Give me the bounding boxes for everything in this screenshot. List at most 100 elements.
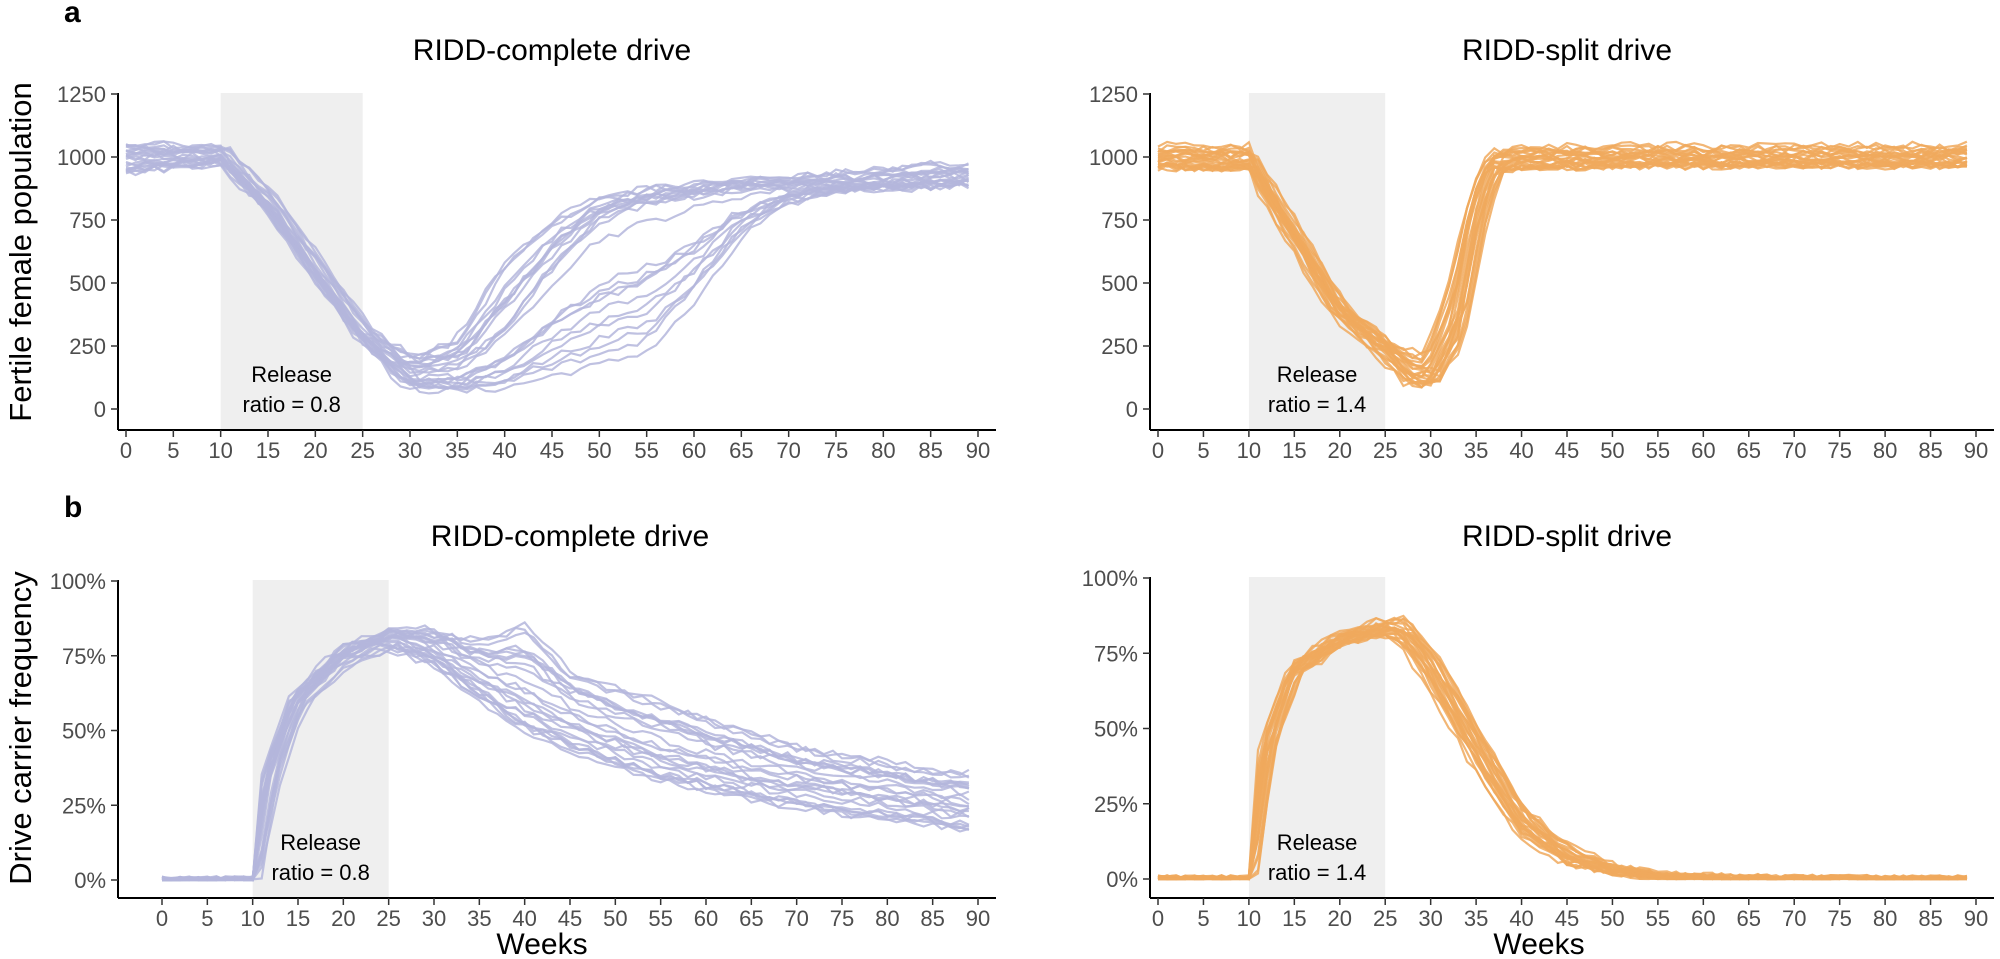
release-annotation-line2: ratio = 1.4	[1268, 860, 1366, 885]
x-tick-label: 30	[422, 906, 446, 931]
y-tick-label: 750	[1101, 208, 1138, 233]
y-tick-label: 0%	[74, 868, 106, 893]
x-tick-label: 40	[512, 906, 536, 931]
release-window-shade	[220, 93, 363, 430]
x-tick-label: 45	[540, 438, 564, 463]
y-tick-label: 500	[1101, 271, 1138, 296]
y-tick-label: 1250	[57, 82, 106, 107]
x-tick-label: 65	[1737, 438, 1761, 463]
x-tick-label: 35	[1464, 906, 1488, 931]
x-tick-label: 0	[120, 438, 132, 463]
x-axis-label-right: Weeks	[1493, 928, 1584, 959]
y-tick-label: 75%	[62, 644, 106, 669]
x-axis-label-left: Weeks	[496, 928, 587, 959]
x-tick-label: 10	[208, 438, 232, 463]
y-tick-label: 50%	[62, 719, 106, 744]
x-tick-label: 20	[1328, 906, 1352, 931]
series-line	[1157, 143, 1968, 360]
series-line	[125, 140, 969, 356]
x-tick-label: 50	[1600, 438, 1624, 463]
x-tick-label: 35	[467, 906, 491, 931]
release-annotation-line1: Release	[1277, 830, 1358, 855]
panel-letter-b: b	[64, 491, 82, 524]
x-tick-label: 90	[1964, 438, 1988, 463]
chart-b-complete: RIDD-complete drive 0% 25% 50% 75% 100% 0 5 10 15…	[50, 520, 996, 931]
release-annotation-line1: Release	[280, 830, 361, 855]
x-tick-label: 10	[1237, 906, 1261, 931]
x-tick-label: 85	[1918, 438, 1942, 463]
x-tick-label: 15	[286, 906, 310, 931]
series-group	[1157, 140, 1968, 389]
x-tick-label: 40	[492, 438, 516, 463]
x-tick-label: 75	[1827, 906, 1851, 931]
x-tick-label: 90	[966, 438, 990, 463]
series-line	[161, 626, 970, 882]
y-axis-label-top: Fertile female population	[3, 82, 38, 421]
y-tick-label: 25%	[1094, 792, 1138, 817]
x-tick-label: 60	[694, 906, 718, 931]
x-tick-label: 75	[830, 906, 854, 931]
x-tick-label: 75	[1827, 438, 1851, 463]
y-tick-label: 75%	[1094, 641, 1138, 666]
x-tick-label: 0	[1152, 438, 1164, 463]
y-tick-label: 250	[1101, 334, 1138, 359]
y-tick-label: 250	[69, 334, 106, 359]
series-line	[1157, 155, 1968, 378]
x-tick-label: 80	[1873, 906, 1897, 931]
series-line	[1157, 147, 1967, 364]
x-tick-label: 50	[1600, 906, 1624, 931]
series-group	[161, 620, 970, 882]
x-tick-label: 25	[1373, 438, 1397, 463]
y-tick-label: 1000	[57, 145, 106, 170]
x-tick-label: 20	[331, 906, 355, 931]
x-tick-label: 5	[1197, 906, 1209, 931]
release-annotation-line1: Release	[251, 362, 332, 387]
x-tick-label: 55	[1646, 906, 1670, 931]
series-group	[125, 140, 970, 395]
x-tick-label: 30	[1418, 906, 1442, 931]
chart-title: RIDD-split drive	[1462, 520, 1672, 553]
x-tick-label: 70	[776, 438, 800, 463]
series-line	[162, 644, 970, 882]
release-annotation-line2: ratio = 1.4	[1268, 392, 1366, 417]
x-tick-label: 5	[1197, 438, 1209, 463]
y-tick-label: 1250	[1089, 82, 1138, 107]
x-tick-label: 0	[1152, 906, 1164, 931]
x-tick-label: 10	[240, 906, 264, 931]
chart-b-split: RIDD-split drive 0% 25% 50% 75% 100% 0 5 10 15 20 2…	[1082, 520, 1994, 931]
x-tick-label: 20	[1328, 438, 1352, 463]
release-annotation-line2: ratio = 0.8	[242, 392, 340, 417]
x-tick-label: 5	[167, 438, 179, 463]
y-axis-label-bottom: Drive carrier frequency	[3, 571, 38, 885]
y-tick-label: 100%	[50, 569, 106, 594]
x-tick-label: 40	[1509, 438, 1533, 463]
x-tick-label: 65	[739, 906, 763, 931]
x-tick-label: 30	[398, 438, 422, 463]
x-tick-label: 25	[350, 438, 374, 463]
x-tick-label: 75	[824, 438, 848, 463]
y-tick-label: 750	[69, 208, 106, 233]
x-tick-label: 60	[1691, 906, 1715, 931]
x-tick-label: 55	[634, 438, 658, 463]
x-tick-label: 40	[1509, 906, 1533, 931]
release-annotation-line1: Release	[1277, 362, 1358, 387]
y-tick-label: 0%	[1106, 867, 1138, 892]
x-tick-label: 80	[875, 906, 899, 931]
x-tick-label: 70	[1782, 438, 1806, 463]
x-tick-label: 45	[1555, 906, 1579, 931]
x-tick-label: 55	[1646, 438, 1670, 463]
x-tick-label: 30	[1418, 438, 1442, 463]
y-tick-label: 0	[1126, 397, 1138, 422]
x-tick-label: 35	[445, 438, 469, 463]
x-tick-label: 5	[201, 906, 213, 931]
x-tick-label: 25	[376, 906, 400, 931]
chart-title: RIDD-complete drive	[431, 520, 709, 553]
chart-title: RIDD-split drive	[1462, 34, 1672, 67]
x-tick-label: 55	[648, 906, 672, 931]
x-tick-label: 20	[303, 438, 327, 463]
x-tick-label: 70	[784, 906, 808, 931]
chart-a-complete: RIDD-complete drive 0 250 500 750 1000 1250 0 5 1…	[57, 34, 996, 463]
x-tick-label: 10	[1237, 438, 1261, 463]
series-line	[125, 144, 969, 365]
